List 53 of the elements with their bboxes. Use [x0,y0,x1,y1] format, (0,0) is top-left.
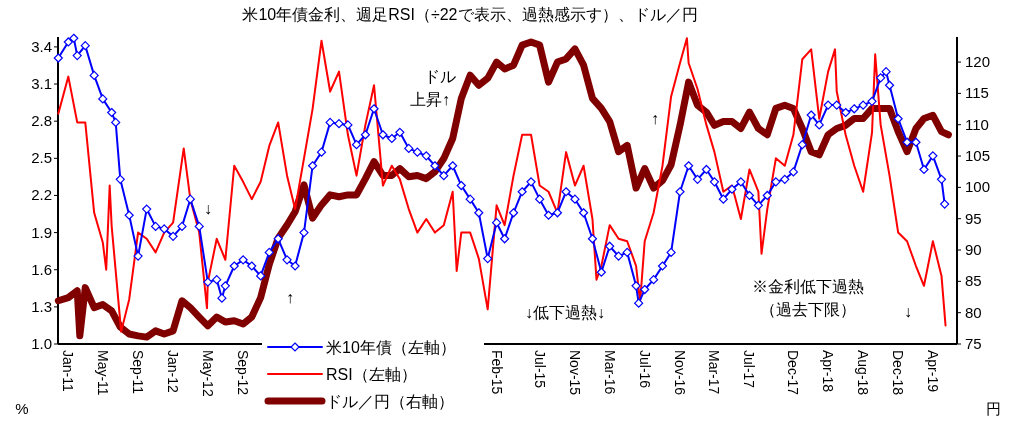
x-tick-label: Jul-16 [636,350,653,389]
annotation: （過去下限） [760,301,856,318]
x-tick-label: May-12 [199,350,216,397]
legend-label: RSI（左軸） [326,366,417,383]
annotation: ドル [424,68,456,85]
x-tick-label: May-11 [94,350,111,396]
y-tick-label: 2.2 [31,186,52,204]
title: 米10年債金利、週足RSI（÷22で表示、過熱感示す）、ドル／円 [242,6,698,23]
x-tick-label: Dec-18 [890,350,907,396]
y2-tick-label: 75 [965,335,982,352]
y2-tick-label: 85 [965,272,982,290]
y2-tick-label: 100 [965,178,991,196]
y2-axis-title: 円 [985,400,1001,417]
y-tick-label: 2.5 [31,149,52,167]
y-tick-label: 2.8 [31,112,52,130]
x-tick-label: Apr-19 [924,350,941,393]
annotation: ↓ [204,200,212,217]
y-tick-label: 1.6 [31,260,52,278]
x-tick-label: Aug-18 [855,350,872,396]
y-tick-label: 3.1 [31,75,52,93]
y-tick-label: 1.9 [31,223,52,241]
x-tick-label: Nov-16 [672,350,689,396]
x-tick-label: Jul-15 [531,350,548,389]
legend-label: ドル／円（右軸） [326,393,454,410]
x-tick-label: Sep-12 [235,350,252,396]
y-axis-title: % [15,400,29,417]
annotation: ↑ [651,110,659,127]
annotation: ※金利低下過熱 [752,278,864,295]
y2-tick-label: 95 [965,209,982,227]
annotation: ↓低下過熱↓ [525,304,605,321]
y2-tick-label: 80 [965,303,982,321]
x-tick-label: Jan-12 [165,350,182,394]
y-tick-label: 1.3 [31,297,52,315]
annotation: ↑ [286,289,294,306]
x-tick-label: Mar-17 [706,350,723,395]
y2-tick-label: 90 [965,241,982,259]
y-tick-label: 1.0 [31,335,52,352]
x-tick-label: Mar-16 [601,350,618,395]
x-tick-label: Feb-15 [488,350,505,395]
x-tick-label: Jul-17 [741,350,758,389]
y2-tick-label: 110 [965,115,989,133]
y2-tick-label: 115 [965,84,989,102]
y2-tick-label: 120 [965,53,991,71]
annotation: ↓ [904,303,912,320]
x-tick-label: Dec-17 [785,350,802,396]
y2-tick-label: 105 [965,147,991,165]
annotation: 上昇↑ [410,91,450,108]
x-tick-label: Apr-18 [820,350,837,393]
legend-label: 米10年債（左軸） [326,339,456,356]
x-tick-label: Sep-11 [130,350,147,395]
x-tick-label: Nov-15 [566,350,583,396]
x-tick-label: Jan-11 [60,350,77,392]
y-tick-label: 3.4 [31,37,52,55]
